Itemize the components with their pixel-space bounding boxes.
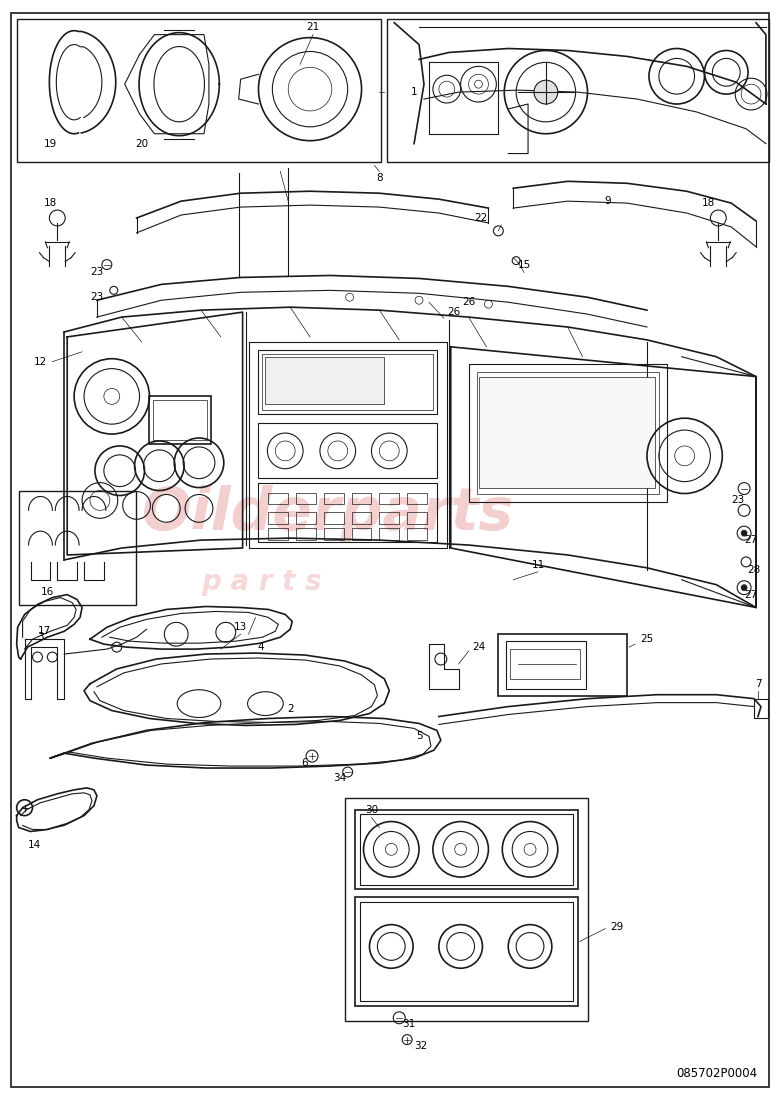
Text: 2: 2 [287,704,294,714]
Text: Oilderparts: Oilderparts [141,485,514,542]
Text: 18: 18 [702,198,715,208]
Bar [754,698,768,718]
Text: 28: 28 [747,564,761,575]
Bar [355,810,578,889]
Text: 23: 23 [91,267,104,277]
Text: 19: 19 [44,139,57,148]
Bar [259,424,437,477]
Bar [19,491,136,605]
Text: 4: 4 [257,642,264,652]
Text: 7: 7 [754,679,761,689]
Text: 8: 8 [376,174,383,184]
Bar [296,493,316,505]
Text: 12: 12 [34,356,47,366]
Text: 27: 27 [744,590,758,600]
Bar [296,513,316,525]
Bar [296,528,316,540]
Text: 26: 26 [462,297,475,307]
Bar [16,19,381,163]
Bar [262,354,433,410]
Text: 26: 26 [447,307,460,317]
Bar [407,513,427,525]
Bar [359,814,572,886]
Bar [407,493,427,505]
Bar [506,641,586,689]
Text: 23: 23 [91,293,104,303]
Bar [351,513,372,525]
Text: 5: 5 [415,732,423,741]
Text: 27: 27 [744,535,758,546]
Bar [259,350,437,415]
Circle shape [741,585,747,591]
Bar [479,376,655,487]
Bar [469,364,667,503]
Text: p a r t s: p a r t s [201,568,322,595]
Bar [407,528,427,540]
Bar [153,400,207,440]
Text: 3: 3 [37,632,44,642]
Text: 29: 29 [611,922,624,932]
Circle shape [534,80,558,104]
Bar [380,528,399,540]
Text: 085702P0004: 085702P0004 [676,1067,758,1080]
Text: 6: 6 [301,758,308,768]
Bar [351,493,372,505]
Bar [269,493,288,505]
Text: 1: 1 [411,87,417,97]
Text: 22: 22 [474,213,487,223]
Bar [324,493,344,505]
Bar [355,896,578,1005]
Bar [498,635,627,695]
Bar [324,513,344,525]
Text: 24: 24 [472,642,485,652]
Bar [344,798,587,1021]
Bar [510,649,580,679]
Text: 32: 32 [415,1041,428,1050]
Text: 17: 17 [37,626,51,636]
Bar [324,528,344,540]
Text: 30: 30 [365,805,378,815]
Bar [380,493,399,505]
Bar [149,396,211,444]
Bar [476,372,659,495]
Text: 21: 21 [306,22,319,32]
Bar [259,483,437,542]
Text: 25: 25 [640,635,654,645]
Bar [351,528,372,540]
Text: 34: 34 [333,773,347,783]
Bar [380,513,399,525]
Bar [387,19,769,163]
Text: 16: 16 [41,586,54,596]
Text: 15: 15 [518,260,531,270]
Bar [269,528,288,540]
Bar [269,513,288,525]
Bar [266,356,384,405]
Bar [359,902,572,1001]
Text: 9: 9 [604,196,611,206]
Text: 11: 11 [531,560,544,570]
Text: 31: 31 [402,1019,415,1028]
Text: 18: 18 [44,198,57,208]
Text: 20: 20 [135,139,148,148]
Text: 23: 23 [732,495,745,505]
Text: 14: 14 [28,840,41,850]
Text: 13: 13 [234,623,248,632]
Circle shape [741,530,747,536]
